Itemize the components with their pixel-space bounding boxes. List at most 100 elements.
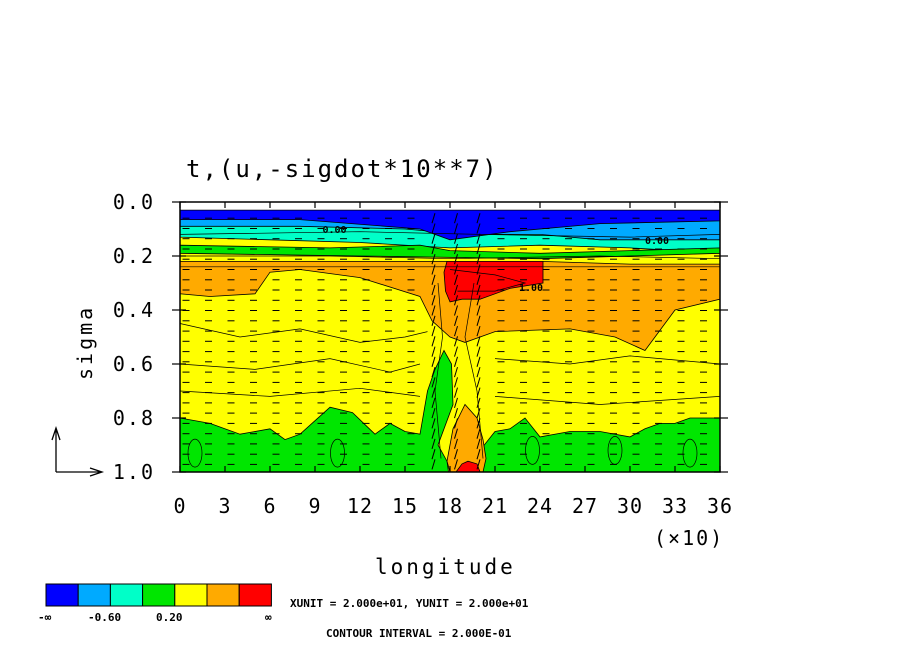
vector-arrow — [431, 223, 436, 234]
vector-arrow — [431, 418, 436, 429]
vector-arrow — [454, 428, 458, 439]
x-tick-label: 30 — [617, 494, 643, 518]
contour-label: 0.00 — [645, 236, 669, 247]
vector-arrow — [476, 407, 481, 419]
vector-arrow — [476, 213, 481, 224]
vector-arrow — [431, 315, 436, 326]
x-tick-label: 9 — [308, 494, 321, 518]
vector-field-layer — [182, 213, 707, 470]
colorbar-label-020: 0.20 — [156, 611, 183, 624]
x-axis-label: longitude — [375, 555, 516, 579]
vector-arrow — [476, 397, 481, 409]
vector-arrow — [431, 438, 436, 450]
vector-arrow — [431, 264, 436, 275]
vector-arrow — [454, 325, 458, 337]
y-tick-label: 0.8 — [113, 406, 155, 430]
vector-arrow — [431, 428, 436, 439]
vector-arrow — [454, 366, 458, 378]
vector-arrow — [431, 233, 436, 244]
y-tick-label: 0.4 — [113, 298, 155, 322]
contour-label: 1.00 — [519, 283, 543, 294]
vector-arrow — [476, 346, 481, 357]
x-tick-label: 24 — [527, 494, 553, 518]
vector-arrow — [431, 274, 436, 285]
vector-arrow — [454, 438, 458, 450]
y-axis: 0.0 0.2 0.4 0.6 0.8 1.0 — [113, 190, 728, 484]
vector-arrow — [431, 336, 436, 347]
vector-arrow — [476, 356, 481, 367]
vector-arrow — [476, 264, 481, 275]
vector-arrow — [454, 387, 458, 398]
contour-lines-layer: 0.00 0.00 1.00 — [179, 225, 721, 468]
vector-arrow — [454, 377, 458, 388]
contour-line — [464, 282, 484, 459]
vector-arrow — [431, 377, 436, 388]
vector-arrow — [476, 295, 481, 306]
chart-title: t,(u,-sigdot*10**7) — [186, 155, 499, 183]
region-lower-green — [179, 349, 721, 473]
contour-loop — [525, 436, 540, 465]
vector-arrow — [454, 459, 458, 470]
vector-arrow — [476, 418, 481, 429]
vector-arrow — [454, 213, 458, 224]
vector-arrow — [454, 233, 458, 244]
vector-arrow — [454, 418, 458, 429]
x-tick-label: 15 — [392, 494, 418, 518]
vector-arrow — [454, 305, 458, 316]
vector-arrow — [431, 459, 436, 470]
reference-vector-arrows — [51, 425, 105, 477]
x-axis: 0 3 6 9 12 15 18 21 24 27 30 33 36 — [173, 202, 732, 518]
vector-arrow — [476, 366, 481, 378]
vector-arrow — [476, 336, 481, 347]
contour-loop — [330, 438, 345, 468]
vector-arrow — [431, 305, 436, 316]
vector-arrow — [476, 284, 481, 296]
vector-arrow — [476, 449, 481, 460]
plot-fill-layer — [179, 209, 721, 473]
vector-arrow — [476, 274, 481, 285]
x-tick-label: 6 — [263, 494, 276, 518]
vector-arrow — [476, 438, 481, 450]
contour-line — [179, 323, 428, 343]
y-axis-label: sigma — [73, 305, 97, 380]
vector-arrow — [431, 366, 436, 378]
vector-arrow — [454, 295, 458, 306]
colorbar-swatch-light_blue — [77, 583, 111, 607]
vector-arrow — [431, 387, 436, 398]
vector-arrow — [454, 254, 458, 265]
region-upper-orange-band — [179, 260, 721, 351]
vector-arrow — [476, 315, 481, 326]
colorbar-swatch-blue — [45, 583, 79, 607]
y-tick-label: 0.6 — [113, 352, 155, 376]
vector-arrow — [454, 346, 458, 357]
vector-arrow — [431, 325, 436, 337]
vector-arrow — [454, 274, 458, 285]
colorbar-labels: -∞ -0.60 0.20 ∞ — [38, 611, 272, 624]
colorbar-swatch-orange — [206, 583, 240, 607]
vector-arrow — [454, 407, 458, 419]
vector-arrow — [454, 336, 458, 347]
x-tick-label: 27 — [572, 494, 598, 518]
contour-loop — [682, 438, 698, 468]
vector-arrow — [431, 254, 436, 265]
colorbar-swatch-green — [142, 583, 176, 607]
vector-arrow — [454, 315, 458, 326]
y-tick-label: 1.0 — [113, 460, 155, 484]
colorbar-swatch-red — [238, 583, 272, 607]
x-tick-label: 0 — [173, 494, 186, 518]
vector-arrow — [431, 295, 436, 306]
vector-arrow — [431, 407, 436, 419]
colorbar-swatch-yellow — [174, 583, 208, 607]
vector-arrow — [431, 346, 436, 357]
x-tick-label: 21 — [482, 494, 508, 518]
contour-line — [494, 396, 721, 405]
colorbar-swatch-cyan — [109, 583, 144, 607]
vector-arrow — [476, 325, 481, 337]
vector-arrow — [476, 223, 481, 234]
contour-label: 0.00 — [323, 225, 347, 236]
colorbar-label-min: -∞ — [38, 611, 52, 624]
vector-arrow — [454, 284, 458, 296]
colorbar — [45, 583, 272, 607]
vector-arrow — [431, 397, 436, 409]
